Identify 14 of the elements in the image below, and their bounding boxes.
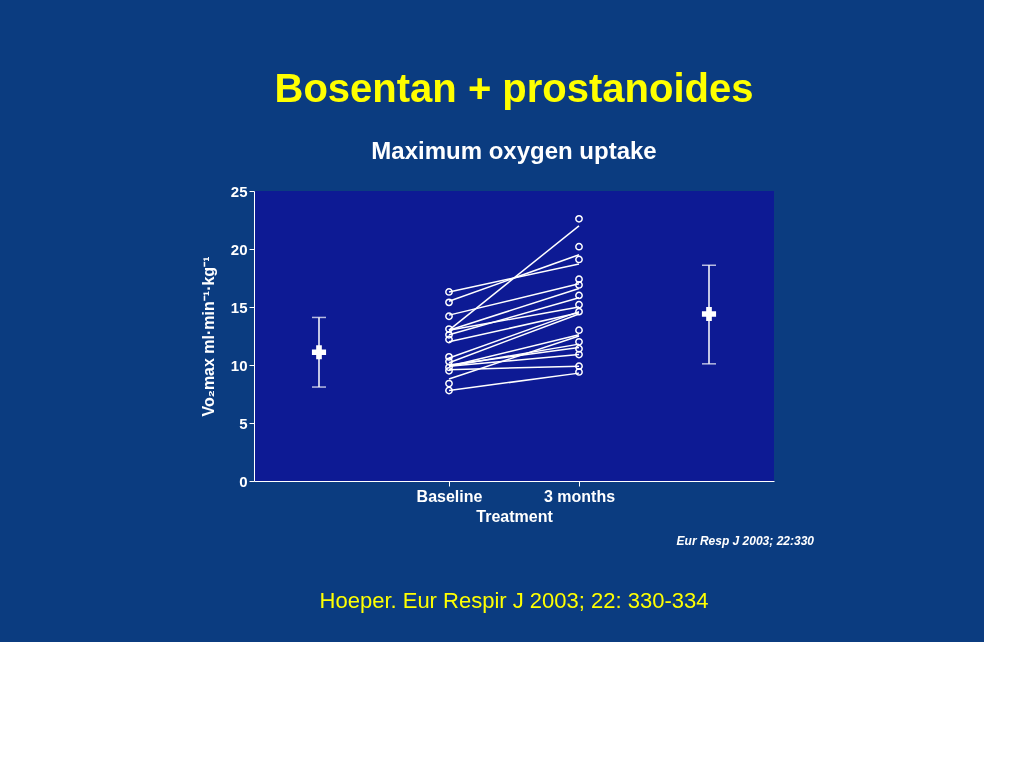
y-tick-label: 25: [230, 182, 248, 200]
x-tick-label: Baseline: [416, 487, 483, 505]
y-tick-label: 20: [230, 240, 248, 258]
y-tick-label: 15: [230, 298, 248, 316]
x-axis-title: Treatment: [476, 507, 554, 525]
chart-title: Bosentan + prostanoides: [274, 66, 754, 110]
text: Eur Resp J 2003; 22:330: [676, 534, 815, 548]
y-tick-label: 5: [239, 414, 248, 432]
y-tick-label: 10: [230, 356, 248, 374]
y-tick-label: 0: [239, 472, 248, 490]
x-tick-label: 3 months: [543, 487, 616, 505]
y-axis-title: Vo₂max ml·min⁻¹·kg⁻¹: [199, 256, 217, 417]
chart-subtitle: Maximum oxygen uptake: [371, 137, 657, 164]
text: Hoeper. Eur Respir J 2003; 22: 330-334: [319, 588, 709, 613]
